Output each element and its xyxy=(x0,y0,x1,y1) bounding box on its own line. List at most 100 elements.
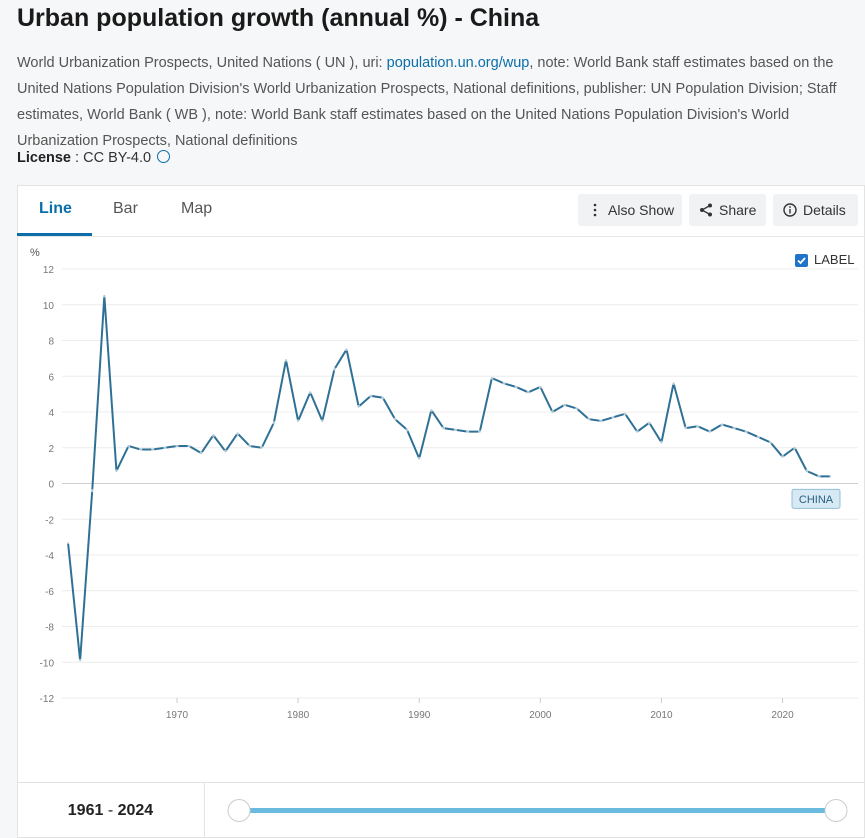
info-icon[interactable] xyxy=(157,150,171,163)
data-point xyxy=(538,385,542,389)
data-point xyxy=(441,426,446,430)
y-tick-label: 4 xyxy=(48,408,54,419)
data-point xyxy=(272,421,276,425)
share-button[interactable]: Share xyxy=(689,194,766,226)
data-point xyxy=(708,430,712,434)
data-point xyxy=(175,444,179,448)
y-tick-label: 6 xyxy=(48,372,54,383)
source-text: World Urbanization Prospects, United Nat… xyxy=(17,55,387,71)
x-tick-label: 2000 xyxy=(529,710,552,721)
y-tick-label: -8 xyxy=(45,623,54,634)
license-value: CC BY-4.0 xyxy=(83,150,152,166)
data-point xyxy=(756,435,760,439)
x-tick-label: 2010 xyxy=(650,710,673,721)
data-point xyxy=(611,415,615,419)
data-point xyxy=(478,430,482,434)
chart-card xyxy=(17,185,865,838)
slider-handle[interactable] xyxy=(227,799,251,822)
data-point xyxy=(332,367,337,371)
range-start: 1961 xyxy=(67,802,104,819)
x-tick-label: 1980 xyxy=(287,710,310,721)
y-tick-label: 0 xyxy=(48,480,54,491)
x-tick-label: 1970 xyxy=(166,710,189,721)
y-tick-label: -6 xyxy=(45,587,54,598)
data-point xyxy=(248,444,252,448)
page-title: Urban population growth (annual %) - Chi… xyxy=(17,4,540,32)
range-separator: - xyxy=(107,802,114,819)
data-point xyxy=(139,447,143,452)
source-note: World Urbanization Prospects, United Nat… xyxy=(17,50,859,154)
also-show-button[interactable]: Also Show xyxy=(578,194,682,226)
icon xyxy=(783,203,797,217)
data-point xyxy=(671,381,676,385)
series-line xyxy=(67,294,831,662)
tab-underline xyxy=(17,233,92,236)
data-point xyxy=(659,440,664,444)
tab-bar[interactable]: Bar xyxy=(113,200,138,217)
range-slider[interactable] xyxy=(205,783,865,838)
y-tick-label: -2 xyxy=(45,515,54,526)
data-point xyxy=(684,426,688,430)
icon xyxy=(593,203,597,217)
tab-line[interactable]: Line xyxy=(39,200,72,217)
data-point xyxy=(768,440,773,444)
data-point xyxy=(514,385,518,389)
slider-track xyxy=(239,808,836,813)
data-point xyxy=(344,347,349,352)
data-point xyxy=(526,390,530,394)
details-button[interactable]: Details xyxy=(773,194,858,226)
data-point xyxy=(562,403,567,407)
icon xyxy=(700,203,712,217)
data-point xyxy=(466,430,470,434)
series-label-text: CHINA xyxy=(799,494,834,506)
data-point xyxy=(429,408,433,412)
y-tick-label: -12 xyxy=(40,694,55,705)
slider-handle[interactable] xyxy=(824,799,848,822)
license: License : CC BY-4.0 xyxy=(17,150,171,166)
data-point xyxy=(199,451,203,455)
data-point xyxy=(235,431,240,436)
data-point xyxy=(587,417,591,421)
data-point xyxy=(163,446,167,450)
data-point xyxy=(393,417,397,421)
data-point xyxy=(78,658,82,663)
data-point xyxy=(308,390,312,394)
tab-map[interactable]: Map xyxy=(181,200,213,217)
check-icon xyxy=(797,257,806,265)
data-point xyxy=(817,474,821,478)
data-point xyxy=(829,474,833,478)
data-point xyxy=(405,428,409,432)
license-label: License xyxy=(17,150,71,166)
source-link[interactable]: population.un.org/wup xyxy=(386,55,530,71)
source-text: , note: World Bank staff estimates based… xyxy=(17,55,837,149)
data-point xyxy=(211,433,215,437)
data-point xyxy=(417,456,421,461)
data-point xyxy=(623,412,627,416)
tab-rule xyxy=(17,236,865,237)
y-tick-label: -10 xyxy=(40,658,55,669)
data-point xyxy=(647,421,651,425)
divider xyxy=(17,782,865,783)
data-point xyxy=(550,410,555,414)
y-tick-label: 10 xyxy=(43,301,55,312)
checkbox-label[interactable]: LABEL xyxy=(814,252,855,267)
data-point xyxy=(453,428,458,432)
data-point xyxy=(732,426,736,430)
series-label-box xyxy=(791,488,841,509)
series-label: CHINA xyxy=(791,488,841,509)
button-label: Details xyxy=(803,202,846,218)
license-separator: : xyxy=(75,150,80,166)
y-tick-label: -4 xyxy=(45,551,54,562)
data-point xyxy=(720,422,724,427)
data-point xyxy=(635,430,639,434)
label-checkbox[interactable] xyxy=(795,254,808,267)
range-label: 1961 - 2024 xyxy=(17,783,205,838)
data-point xyxy=(66,540,70,545)
data-point xyxy=(381,396,385,400)
data-point xyxy=(793,446,797,450)
data-point xyxy=(320,419,324,423)
data-point xyxy=(744,430,748,434)
data-point xyxy=(223,449,228,453)
data-point xyxy=(599,419,603,423)
